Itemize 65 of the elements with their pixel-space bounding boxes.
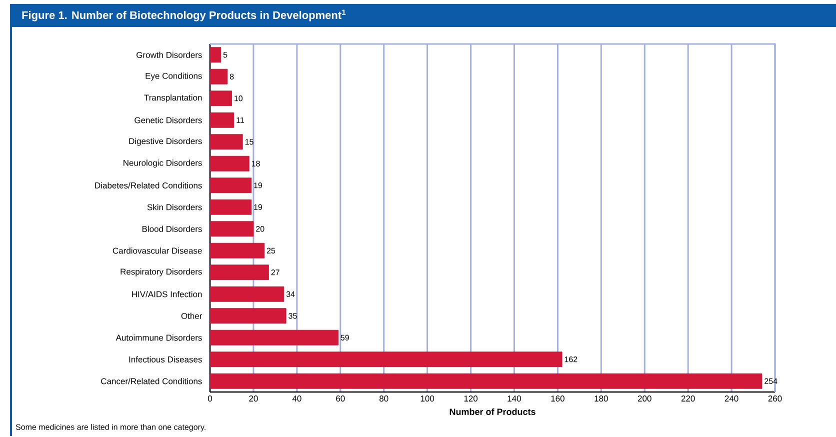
y-tick-label: Diabetes/Related Conditions	[95, 182, 202, 188]
x-tick-label: 220	[681, 396, 695, 402]
x-tick-label: 100	[420, 396, 434, 402]
x-tick-label: 260	[768, 396, 782, 402]
x-tick-label: 120	[464, 396, 478, 402]
data-label: 18	[252, 160, 260, 166]
bar	[210, 308, 286, 324]
bar	[210, 90, 232, 106]
y-tick-label: Neurologic Disorders	[124, 160, 202, 168]
x-tick-label: 180	[594, 396, 608, 402]
bar	[210, 68, 228, 84]
chart-title: Figure 1. Number of Biotechnology Products in Development$^{1}$	[22, 10, 346, 22]
y-tick-label: Cardiovascular Disease	[112, 247, 202, 254]
y-tick-label: Blood Disorders	[142, 226, 202, 232]
bar	[210, 286, 284, 302]
x-axis-title: Number of Products	[450, 408, 536, 415]
y-tick-label: HIV/AIDS Infection	[132, 290, 202, 298]
bar	[210, 199, 252, 215]
data-label: 5	[223, 52, 228, 58]
bar	[210, 352, 562, 368]
data-label: 25	[266, 248, 276, 254]
bar	[210, 112, 234, 128]
data-label: 11	[236, 117, 244, 123]
data-label: 15	[245, 139, 254, 145]
x-tick-label: 140	[508, 396, 521, 402]
data-label: 8	[230, 74, 234, 80]
data-label: 27	[271, 270, 280, 276]
y-tick-label: Other	[181, 312, 202, 319]
bar	[210, 221, 254, 237]
y-tick-label: Autoimmune Disorders	[116, 334, 202, 341]
x-tick-label: 80	[380, 396, 388, 402]
bar	[210, 330, 338, 346]
y-tick-label: Transplantation	[144, 94, 202, 102]
bar	[210, 156, 250, 172]
x-tick-label: 160	[551, 396, 564, 402]
bar	[210, 373, 762, 389]
x-tick-label: 20	[249, 396, 258, 402]
y-tick-label: Infectious Diseases	[129, 356, 202, 362]
data-label: 35	[288, 313, 297, 319]
y-tick-label: Respiratory Disorders	[120, 268, 202, 276]
x-tick-label: 200	[638, 396, 652, 402]
data-label: 19	[254, 182, 262, 188]
data-label: 254	[764, 378, 778, 384]
x-tick-label: 40	[292, 396, 302, 402]
y-tick-label: Digestive Disorders	[129, 138, 202, 146]
data-label: 20	[256, 226, 264, 232]
data-label: 162	[564, 356, 578, 362]
data-label: 10	[234, 96, 243, 102]
data-label: 34	[286, 291, 295, 297]
bar	[210, 264, 269, 280]
y-tick-label: Growth Disorders	[136, 52, 202, 58]
data-label: 59	[340, 334, 349, 340]
x-tick-label: 0	[208, 396, 212, 402]
data-label: 19	[254, 204, 262, 210]
y-tick-label: Eye Conditions	[146, 72, 202, 81]
bar	[210, 47, 222, 63]
y-tick-label: Skin Disorders	[147, 204, 202, 210]
y-tick-label: Cancer/Related Conditions	[101, 378, 202, 384]
text: Some medicines are listed in more than one category.	[16, 424, 206, 432]
y-tick-label: Genetic Disorders	[134, 116, 202, 124]
bar	[210, 242, 265, 258]
x-tick-label: 240	[724, 396, 738, 402]
bar	[210, 134, 243, 150]
bar	[210, 178, 252, 194]
x-tick-label: 60	[336, 396, 345, 402]
